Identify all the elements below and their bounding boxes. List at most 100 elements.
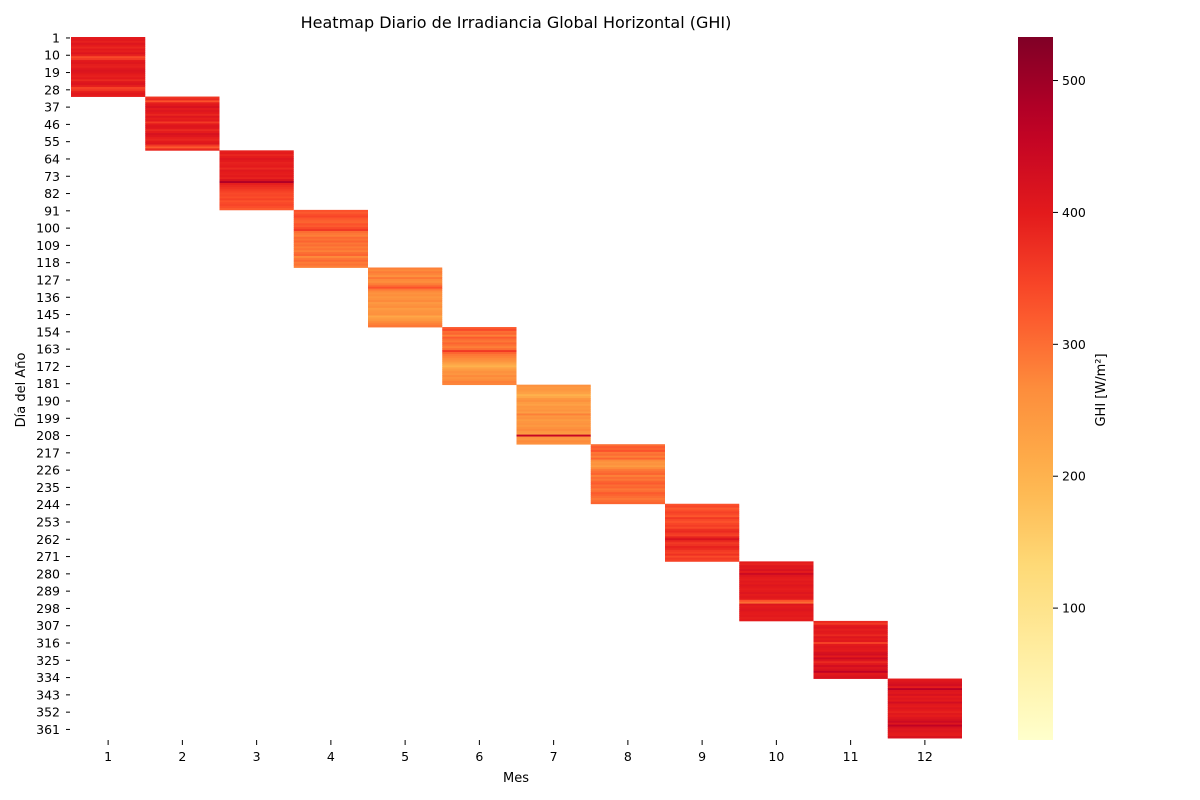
heatmap-cell-month-7-day-192: [516, 403, 591, 407]
heatmap-cell-month-8-day-218: [590, 453, 665, 457]
heatmap-cell-month-6-day-173: [442, 367, 517, 370]
heatmap-cell-month-6-day-156: [442, 334, 517, 338]
x-tick-label: 6: [475, 749, 483, 764]
heatmap-cell-month-2-day-55: [145, 140, 220, 144]
y-tick-label: 244: [36, 497, 60, 512]
heatmap-cell-month-11-day-310: [813, 630, 888, 633]
heatmap-cell-month-5-day-144: [368, 311, 443, 314]
y-tick-label: 235: [36, 480, 60, 495]
heatmap-cell-month-12-day-349: [887, 705, 962, 708]
heatmap-cell-month-2-day-52: [145, 134, 220, 138]
heatmap-cell-month-5-day-125: [368, 275, 443, 278]
heatmap-cell-month-11-day-323: [813, 655, 888, 658]
heatmap-cell-month-11-day-312: [813, 634, 888, 637]
heatmap-cell-month-5-day-141: [368, 305, 443, 309]
heatmap-cell-month-12-day-360: [887, 726, 962, 729]
heatmap-cell-month-5-day-127: [368, 279, 443, 282]
heatmap-cell-month-3-day-61: [219, 152, 294, 155]
y-tick-label: 316: [36, 636, 60, 651]
y-tick-label: 217: [36, 445, 60, 460]
heatmap-cell-month-3-day-79: [219, 186, 294, 190]
heatmap-cell-month-4-day-108: [293, 242, 368, 245]
heatmap-cell-month-6-day-168: [442, 357, 517, 361]
heatmap-cell-month-1-day-16: [71, 65, 146, 69]
heatmap-cell-month-7-day-209: [516, 436, 591, 439]
heatmap-cell-month-12-day-357: [887, 720, 962, 724]
y-tick-label: 190: [36, 393, 60, 408]
heatmap-cell-month-11-day-313: [813, 636, 888, 639]
heatmap-cell-month-12-day-361: [887, 728, 962, 731]
heatmap-cell-month-9-day-261: [665, 536, 740, 539]
x-axis-label: Mes: [503, 771, 529, 786]
heatmap-cell-month-10-day-291: [739, 594, 814, 597]
heatmap-cell-month-9-day-246: [665, 507, 740, 510]
heatmap-cell-month-5-day-126: [368, 277, 443, 280]
heatmap-cell-month-7-day-195: [516, 409, 591, 412]
heatmap-cell-month-7-day-198: [516, 415, 591, 418]
heatmap-cell-month-3-day-73: [219, 175, 294, 178]
heatmap-cell-month-11-day-311: [813, 632, 888, 635]
heatmap-cell-month-3-day-76: [219, 181, 294, 184]
heatmap-cell-month-3-day-66: [219, 161, 294, 165]
heatmap-cell-month-5-day-145: [368, 313, 443, 316]
heatmap-cell-month-11-day-332: [813, 672, 888, 676]
heatmap-cell-month-10-day-287: [739, 586, 814, 589]
heatmap-cell-month-4-day-98: [293, 223, 368, 226]
heatmap-cell-month-2-day-33: [145, 98, 220, 101]
heatmap-cell-month-9-day-270: [665, 553, 740, 557]
y-tick-label: 145: [36, 307, 60, 322]
x-tick-label: 1: [104, 749, 112, 764]
heatmap-cell-month-8-day-228: [590, 473, 665, 476]
heatmap-cell-month-11-day-327: [813, 663, 888, 666]
y-tick-label: 181: [36, 376, 60, 391]
heatmap-cell-month-8-day-213: [590, 444, 665, 447]
chart-title: Heatmap Diario de Irradiancia Global Hor…: [301, 13, 732, 32]
heatmap-cell-month-5-day-138: [368, 300, 443, 303]
heatmap-cell-month-12-day-358: [887, 722, 962, 726]
heatmap-cell-month-12-day-344: [887, 695, 962, 699]
heatmap-cell-month-6-day-169: [442, 359, 517, 363]
heatmap-cell-month-2-day-58: [145, 146, 220, 149]
heatmap-cell-month-8-day-214: [590, 446, 665, 449]
x-tick-label: 2: [178, 749, 186, 764]
y-tick-label: 208: [36, 428, 60, 443]
heatmap-cell-month-3-day-63: [219, 156, 294, 159]
y-tick-label: 73: [44, 169, 60, 184]
heatmap-cell-month-5-day-150: [368, 323, 443, 326]
heatmap-cell-month-9-day-262: [665, 538, 740, 541]
heatmap-cell-month-10-day-298: [739, 607, 814, 610]
heatmap-cell-month-4-day-93: [293, 213, 368, 217]
heatmap-cell-month-12-day-351: [887, 709, 962, 712]
heatmap-cell-month-1-day-20: [71, 73, 146, 76]
heatmap-cell-month-4-day-102: [293, 231, 368, 234]
heatmap-cell-month-7-day-202: [516, 423, 591, 426]
heatmap-cell-month-5-day-133: [368, 290, 443, 293]
heatmap-cell-month-5-day-134: [368, 292, 443, 295]
heatmap-cell-month-7-day-211: [516, 440, 591, 443]
heatmap-cell-month-7-day-201: [516, 421, 591, 424]
heatmap-cell-month-4-day-116: [293, 257, 368, 261]
heatmap-cell-month-12-day-365: [887, 736, 962, 739]
heatmap-cell-month-2-day-56: [145, 142, 220, 145]
heatmap-cell-month-6-day-177: [442, 375, 517, 378]
heatmap-cell-month-12-day-363: [887, 732, 962, 735]
y-tick-label: 91: [44, 203, 60, 218]
heatmap-cell-month-4-day-103: [293, 232, 368, 236]
heatmap-cell-month-5-day-124: [368, 273, 443, 276]
heatmap-cell-month-2-day-53: [145, 136, 220, 140]
heatmap-cell-month-6-day-152: [442, 327, 517, 330]
heatmap-cell-month-9-day-244: [665, 503, 740, 507]
heatmap-cell-month-1-day-19: [71, 71, 146, 74]
heatmap-cell-month-12-day-338: [887, 684, 962, 687]
y-tick-label: 64: [44, 151, 60, 166]
heatmap-cell-month-5-day-128: [368, 280, 443, 284]
heatmap-cell-month-2-day-45: [145, 121, 220, 124]
heatmap-cell-month-6-day-154: [442, 330, 517, 334]
heatmap-cell-month-8-day-226: [590, 469, 665, 472]
heatmap-cell-month-8-day-219: [590, 455, 665, 459]
heatmap-cell-month-2-day-49: [145, 129, 220, 132]
heatmap-cell-month-11-day-319: [813, 647, 888, 651]
y-tick-label: 127: [36, 272, 60, 287]
heatmap-cell-month-1-day-23: [71, 79, 146, 82]
heatmap-cell-month-9-day-273: [665, 559, 740, 562]
